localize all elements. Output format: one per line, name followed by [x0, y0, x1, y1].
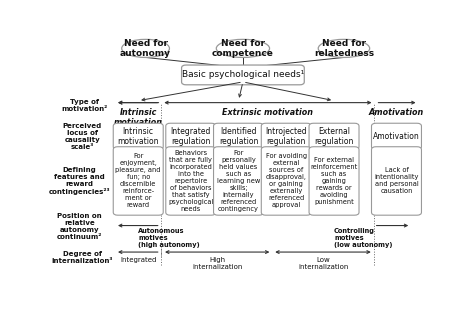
Text: Identified
regulation: Identified regulation — [219, 127, 258, 146]
FancyBboxPatch shape — [213, 147, 264, 215]
Text: For avoiding
external
sources of
disapproval,
or gaining
externally
referenced
a: For avoiding external sources of disappr… — [266, 153, 307, 208]
Text: For
personally
held values
such as
learning new
skills;
internally
referenced
co: For personally held values such as learn… — [217, 150, 260, 212]
Text: Amotivation: Amotivation — [373, 132, 420, 141]
Text: Intrinsic
motivation: Intrinsic motivation — [118, 127, 159, 146]
Text: Need for
autonomy: Need for autonomy — [120, 39, 171, 58]
Text: Position on
relative
autonomy
continuum²: Position on relative autonomy continuum² — [57, 213, 102, 240]
Text: Controlling
motives
(low autonomy): Controlling motives (low autonomy) — [334, 228, 392, 248]
Text: Basic psychological needs¹: Basic psychological needs¹ — [182, 70, 304, 80]
Text: Integrated: Integrated — [120, 257, 156, 263]
Text: Extrinsic motivation: Extrinsic motivation — [222, 108, 313, 117]
Text: Degree of
internalization³: Degree of internalization³ — [52, 251, 113, 264]
Text: Low
internalization: Low internalization — [299, 257, 349, 270]
FancyBboxPatch shape — [261, 123, 311, 150]
Text: Integrated
regulation: Integrated regulation — [171, 127, 211, 146]
FancyBboxPatch shape — [309, 123, 359, 150]
FancyBboxPatch shape — [182, 65, 304, 85]
Ellipse shape — [216, 39, 270, 58]
FancyBboxPatch shape — [113, 123, 163, 150]
Text: Amotivation: Amotivation — [369, 108, 424, 117]
Text: Need for
competence: Need for competence — [212, 39, 274, 58]
Text: Perceived
locus of
causality
scale³: Perceived locus of causality scale³ — [63, 123, 102, 150]
Text: High
internalization: High internalization — [192, 257, 242, 270]
FancyBboxPatch shape — [372, 147, 421, 215]
Text: Lack of
intentionality
and personal
causation: Lack of intentionality and personal caus… — [374, 167, 419, 194]
Text: Autonomous
motives
(high autonomy): Autonomous motives (high autonomy) — [138, 228, 200, 248]
FancyBboxPatch shape — [113, 147, 163, 215]
Text: Introjected
regulation: Introjected regulation — [265, 127, 307, 146]
FancyBboxPatch shape — [213, 123, 264, 150]
Text: Type of
motivation²: Type of motivation² — [61, 99, 107, 112]
FancyBboxPatch shape — [372, 123, 421, 150]
Text: For external
reinforcement
such as
gaining
rewards or
avoiding
punishment: For external reinforcement such as gaini… — [310, 157, 358, 205]
Ellipse shape — [122, 39, 169, 58]
Text: External
regulation: External regulation — [314, 127, 354, 146]
FancyBboxPatch shape — [166, 147, 216, 215]
Ellipse shape — [318, 39, 370, 58]
Text: Need for
relatedness: Need for relatedness — [314, 39, 374, 58]
FancyBboxPatch shape — [309, 147, 359, 215]
FancyBboxPatch shape — [166, 123, 216, 150]
Text: Defining
features and
reward
contingencies²³: Defining features and reward contingenci… — [49, 167, 110, 195]
Text: Behaviors
that are fully
incorporated
into the
repertoire
of behaviors
that sati: Behaviors that are fully incorporated in… — [168, 150, 213, 212]
Text: Intrinsic
motivation: Intrinsic motivation — [114, 108, 163, 127]
FancyBboxPatch shape — [261, 147, 311, 215]
Text: For
enjoyment,
pleasure, and
fun; no
discernible
reinforce-
ment or
reward: For enjoyment, pleasure, and fun; no dis… — [116, 153, 161, 208]
